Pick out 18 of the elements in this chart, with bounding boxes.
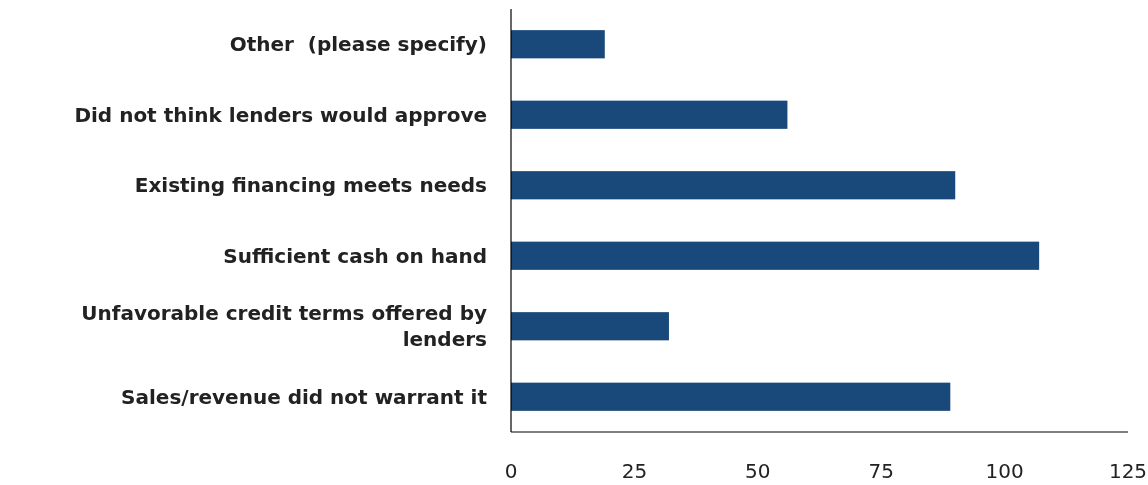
y-tick-label: Other (please specify) [229,32,487,57]
x-tick-label: 0 [504,459,518,483]
y-tick-label: Did not think lenders would approve [74,102,487,127]
bar [511,30,605,59]
bar [511,312,669,341]
x-tick-label: 100 [985,459,1024,483]
bar [511,241,1040,270]
bar [511,382,951,411]
y-tick-label: Unfavorable credit terms offered by lenders [81,301,487,352]
y-tick-label: Sales/revenue did not warrant it [121,384,488,409]
y-tick-label: Sufficient cash on hand [223,243,487,268]
bar [511,100,788,129]
x-tick-label: 75 [868,459,894,483]
y-tick-label: Existing financing meets needs [134,173,487,198]
x-tick-label: 125 [1108,459,1148,483]
x-tick-label: 50 [745,459,771,483]
x-tick-label: 25 [621,459,648,483]
bar [511,171,956,200]
